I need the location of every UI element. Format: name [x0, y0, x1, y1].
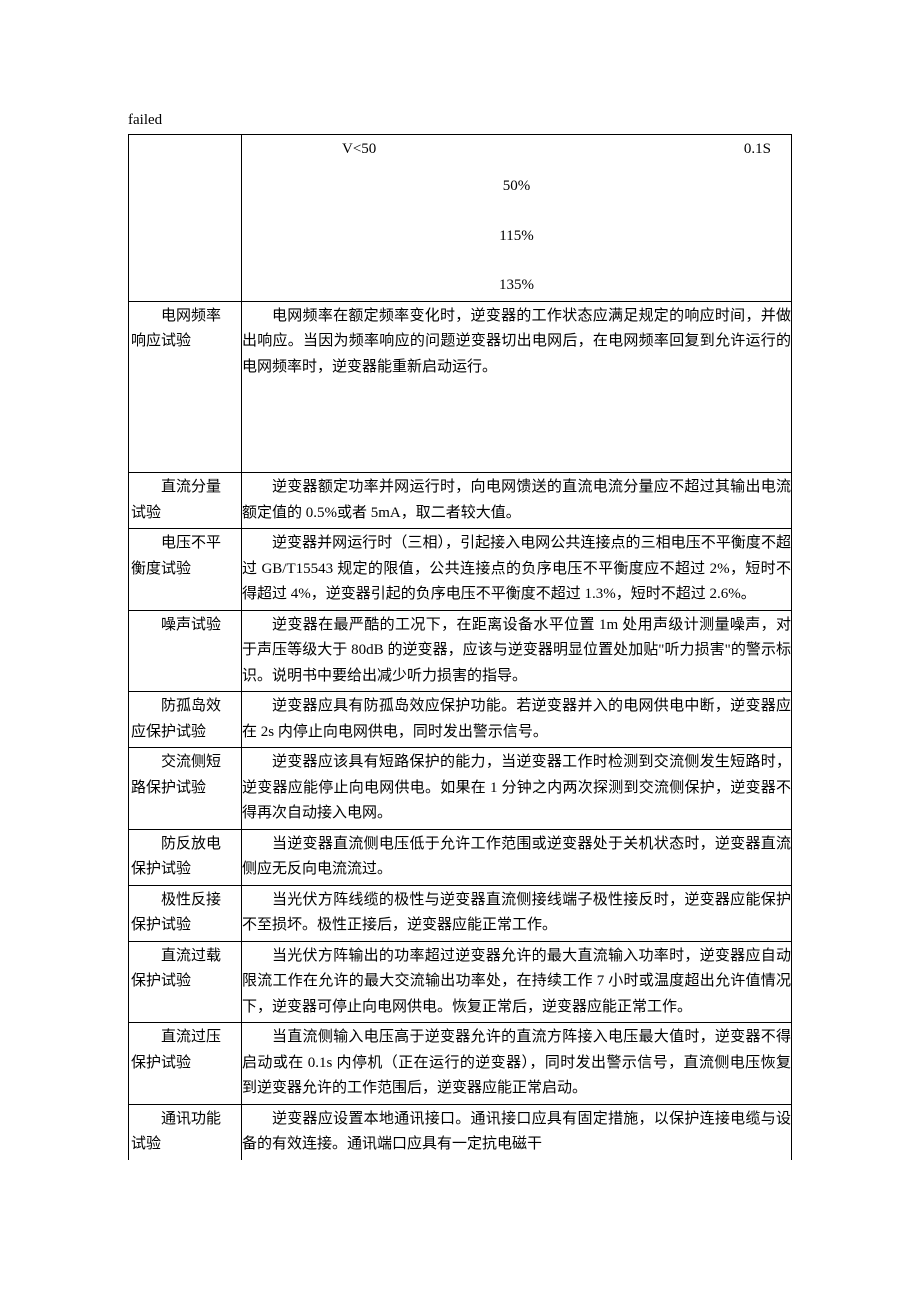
row-content: 逆变器应该具有短路保护的能力，当逆变器工作时检测到交流侧发生短路时，逆变器应能停… — [242, 748, 792, 830]
row-content: 逆变器应设置本地通讯接口。通讯接口应具有固定措施，以保护连接电缆与设备的有效连接… — [242, 1104, 792, 1160]
label-line1: 极性反接 — [129, 888, 241, 914]
row-label: 直流过压 保护试验 — [129, 1023, 242, 1105]
row-label: 电网频率 响应试验 — [129, 301, 242, 473]
label-line2: 保护试验 — [129, 857, 241, 883]
v-lt-50: V<50 — [342, 137, 376, 163]
row-content: 逆变器额定功率并网运行时，向电网馈送的直流电流分量应不超过其输出电流额定值的 0… — [242, 473, 792, 529]
content-text: 当光伏方阵线缆的极性与逆变器直流侧接线端子极性接反时，逆变器应能保护不至损坏。极… — [242, 888, 791, 939]
label-line1: 交流侧短 — [129, 750, 241, 776]
label-line1: 噪声试验 — [129, 613, 241, 639]
row-content: 当光伏方阵线缆的极性与逆变器直流侧接线端子极性接反时，逆变器应能保护不至损坏。极… — [242, 885, 792, 941]
content-text: 当直流侧输入电压高于逆变器允许的直流方阵接入电压最大值时，逆变器不得启动或在 0… — [242, 1025, 791, 1102]
table-row: 直流过压 保护试验 当直流侧输入电压高于逆变器允许的直流方阵接入电压最大值时，逆… — [129, 1023, 792, 1105]
pct-50: 50% — [242, 162, 791, 212]
row-label: 交流侧短 路保护试验 — [129, 748, 242, 830]
label-line2: 保护试验 — [129, 913, 241, 939]
label-line2: 保护试验 — [129, 969, 241, 995]
label-line2: 试验 — [129, 501, 241, 527]
label-line1: 直流过压 — [129, 1025, 241, 1051]
label-line1: 电压不平 — [129, 531, 241, 557]
row-content: 逆变器在最严酷的工况下，在距离设备水平位置 1m 处用声级计测量噪声，对于声压等… — [242, 610, 792, 692]
label-line1: 电网频率 — [129, 304, 241, 330]
label-line2: 路保护试验 — [129, 776, 241, 802]
row-label: 电压不平 衡度试验 — [129, 529, 242, 611]
table-row: 交流侧短 路保护试验 逆变器应该具有短路保护的能力，当逆变器工作时检测到交流侧发… — [129, 748, 792, 830]
table-row: 防反放电 保护试验 当逆变器直流侧电压低于允许工作范围或逆变器处于关机状态时，逆… — [129, 829, 792, 885]
row-content: 电网频率在额定频率变化时，逆变器的工作状态应满足规定的响应时间，并做出响应。当因… — [242, 301, 792, 473]
label-line1: 防孤岛效 — [129, 694, 241, 720]
row-label: 直流分量 试验 — [129, 473, 242, 529]
row-label: 极性反接 保护试验 — [129, 885, 242, 941]
row-content: 逆变器并网运行时（三相），引起接入电网公共连接点的三相电压不平衡度不超过 GB/… — [242, 529, 792, 611]
row-label: 通讯功能 试验 — [129, 1104, 242, 1160]
content-text: 逆变器应设置本地通讯接口。通讯接口应具有固定措施，以保护连接电缆与设备的有效连接… — [242, 1107, 791, 1158]
row-content: 当直流侧输入电压高于逆变器允许的直流方阵接入电压最大值时，逆变器不得启动或在 0… — [242, 1023, 792, 1105]
label-line2: 试验 — [129, 1132, 241, 1158]
row-content: 当逆变器直流侧电压低于允许工作范围或逆变器处于关机状态时，逆变器直流侧应无反向电… — [242, 829, 792, 885]
label-line2: 保护试验 — [129, 1051, 241, 1077]
row-content: 当光伏方阵输出的功率超过逆变器允许的最大直流输入功率时，逆变器应自动限流工作在允… — [242, 941, 792, 1023]
table-row: V<50 0.1S 50% 115% 135% — [129, 134, 792, 301]
label-line1: 直流分量 — [129, 475, 241, 501]
blank-gap — [242, 380, 791, 470]
table-row: 直流分量 试验 逆变器额定功率并网运行时，向电网馈送的直流电流分量应不超过其输出… — [129, 473, 792, 529]
label-line2: 应保护试验 — [129, 720, 241, 746]
pct-115: 115% — [242, 212, 791, 262]
table-row: 电网频率 响应试验 电网频率在额定频率变化时，逆变器的工作状态应满足规定的响应时… — [129, 301, 792, 473]
inner-line: V<50 0.1S — [242, 137, 791, 163]
content-text: 逆变器并网运行时（三相），引起接入电网公共连接点的三相电压不平衡度不超过 GB/… — [242, 531, 791, 608]
row-content: 逆变器应具有防孤岛效应保护功能。若逆变器并入的电网供电中断，逆变器应在 2s 内… — [242, 692, 792, 748]
time-0-1s: 0.1S — [744, 137, 771, 163]
label-line2: 衡度试验 — [129, 557, 241, 583]
label-line2: 响应试验 — [129, 329, 241, 355]
table-row: 直流过载 保护试验 当光伏方阵输出的功率超过逆变器允许的最大直流输入功率时，逆变… — [129, 941, 792, 1023]
table-row: 极性反接 保护试验 当光伏方阵线缆的极性与逆变器直流侧接线端子极性接反时，逆变器… — [129, 885, 792, 941]
content-text: 逆变器额定功率并网运行时，向电网馈送的直流电流分量应不超过其输出电流额定值的 0… — [242, 475, 791, 526]
row-label-empty — [129, 134, 242, 301]
spec-table: V<50 0.1S 50% 115% 135% 电网频率 响应试验 电网频率在额… — [128, 134, 792, 1160]
content-text: 逆变器在最严酷的工况下，在距离设备水平位置 1m 处用声级计测量噪声，对于声压等… — [242, 613, 791, 690]
content-text: 当逆变器直流侧电压低于允许工作范围或逆变器处于关机状态时，逆变器直流侧应无反向电… — [242, 832, 791, 883]
content-text: 当光伏方阵输出的功率超过逆变器允许的最大直流输入功率时，逆变器应自动限流工作在允… — [242, 944, 791, 1021]
content-text: 逆变器应该具有短路保护的能力，当逆变器工作时检测到交流侧发生短路时，逆变器应能停… — [242, 750, 791, 827]
pct-135: 135% — [242, 261, 791, 299]
label-line1: 直流过载 — [129, 944, 241, 970]
table-row: 电压不平 衡度试验 逆变器并网运行时（三相），引起接入电网公共连接点的三相电压不… — [129, 529, 792, 611]
document-page: failed V<50 0.1S 50% 115% 135% 电网频率 — [0, 0, 920, 1302]
row-label: 直流过载 保护试验 — [129, 941, 242, 1023]
table-row: 通讯功能 试验 逆变器应设置本地通讯接口。通讯接口应具有固定措施，以保护连接电缆… — [129, 1104, 792, 1160]
label-line1: 防反放电 — [129, 832, 241, 858]
label-line1: 通讯功能 — [129, 1107, 241, 1133]
content-text: 电网频率在额定频率变化时，逆变器的工作状态应满足规定的响应时间，并做出响应。当因… — [242, 304, 791, 381]
table-row: 噪声试验 逆变器在最严酷的工况下，在距离设备水平位置 1m 处用声级计测量噪声，… — [129, 610, 792, 692]
row-label: 防孤岛效 应保护试验 — [129, 692, 242, 748]
row-label: 防反放电 保护试验 — [129, 829, 242, 885]
content-text: 逆变器应具有防孤岛效应保护功能。若逆变器并入的电网供电中断，逆变器应在 2s 内… — [242, 694, 791, 745]
row-content-top: V<50 0.1S 50% 115% 135% — [242, 134, 792, 301]
row-label: 噪声试验 — [129, 610, 242, 692]
table-row: 防孤岛效 应保护试验 逆变器应具有防孤岛效应保护功能。若逆变器并入的电网供电中断… — [129, 692, 792, 748]
